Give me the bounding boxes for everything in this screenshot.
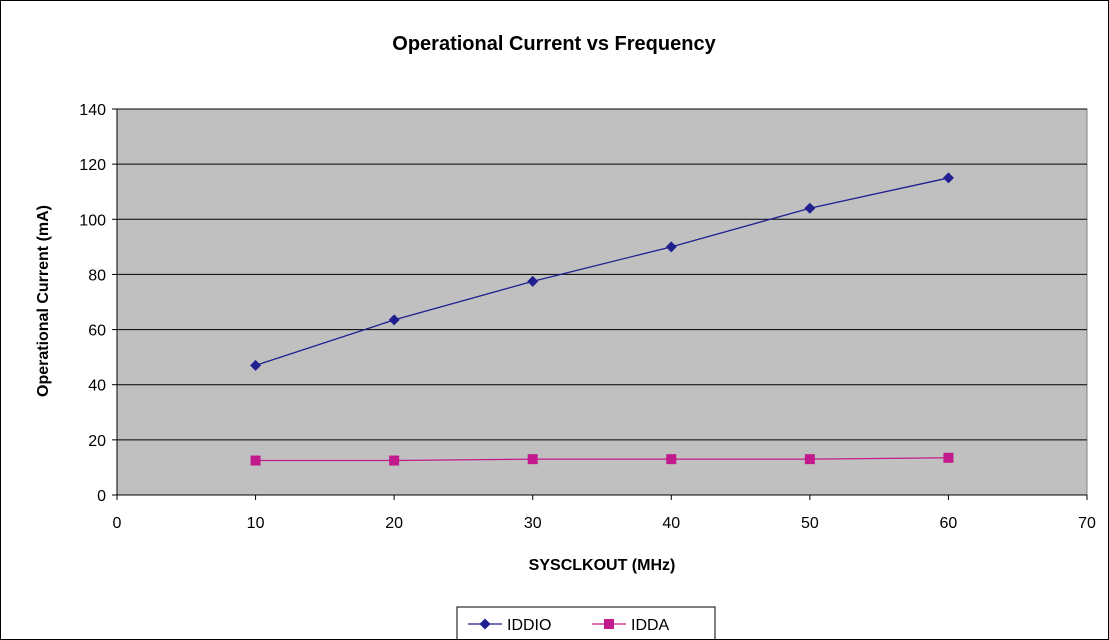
y-tick-label: 60 <box>88 323 106 340</box>
y-tick-label: 40 <box>88 378 106 395</box>
x-tick-label: 20 <box>385 515 403 532</box>
legend-item-iddio: IDDIO <box>468 617 551 634</box>
chart-title: Operational Current vs Frequency <box>392 33 716 55</box>
data-point <box>250 455 261 466</box>
legend-marker <box>479 618 491 630</box>
legend: IDDIO IDDA <box>456 606 716 639</box>
y-axis-title: Operational Current (mA) <box>35 205 52 397</box>
x-tick-label: 60 <box>940 515 958 532</box>
data-point <box>527 454 538 465</box>
legend-marker <box>604 619 614 629</box>
x-axis-title: SYSCLKOUT (MHz) <box>529 557 676 574</box>
series-idda <box>250 452 954 466</box>
data-point <box>665 241 677 253</box>
x-tick-label: 40 <box>662 515 680 532</box>
y-tick-label: 80 <box>88 267 106 284</box>
y-tick-label: 20 <box>88 433 106 450</box>
legend-label: IDDA <box>631 617 670 634</box>
legend-label: IDDIO <box>507 617 551 634</box>
data-point <box>389 455 400 466</box>
y-tick-label: 120 <box>79 157 106 174</box>
y-tick-label: 100 <box>79 212 106 229</box>
x-tick-label: 50 <box>801 515 819 532</box>
x-tick-label: 10 <box>247 515 265 532</box>
y-tick-label: 0 <box>97 488 106 505</box>
data-point <box>527 275 539 287</box>
data-point <box>666 454 677 465</box>
legend-box <box>456 606 716 639</box>
series-iddio <box>250 172 954 371</box>
series-line <box>255 457 949 462</box>
data-point <box>388 314 400 326</box>
data-point <box>943 452 954 463</box>
x-tick-label: 70 <box>1078 515 1096 532</box>
data-point <box>250 359 262 371</box>
plot-area <box>116 108 1088 496</box>
x-tick-label: 30 <box>524 515 542 532</box>
data-point <box>804 202 816 214</box>
legend-item-idda: IDDA <box>592 617 670 634</box>
data-point <box>804 454 815 465</box>
y-tick-label: 140 <box>79 102 106 119</box>
gridlines <box>117 108 1087 441</box>
axes: 0 20 40 60 80 100 120 140 0 10 20 30 40 50 60 70 <box>79 102 1096 532</box>
x-tick-label: 0 <box>113 515 122 532</box>
series-layer <box>250 172 954 466</box>
series-line <box>255 177 949 367</box>
data-point <box>942 172 954 184</box>
